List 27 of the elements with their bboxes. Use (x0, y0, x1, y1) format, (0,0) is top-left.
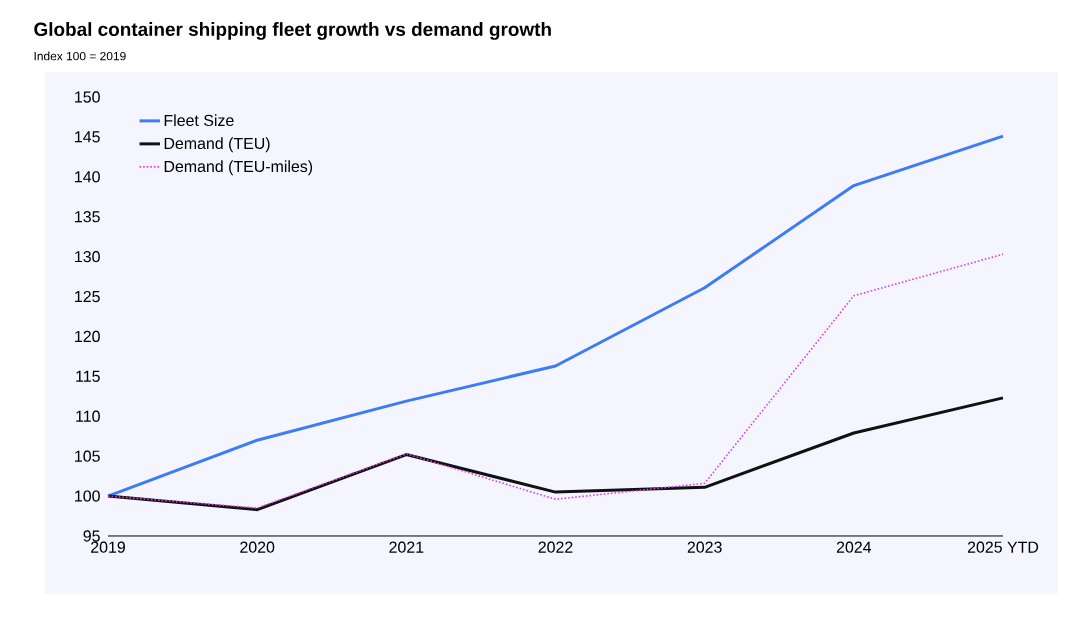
x-tick-label: 2023 (687, 541, 722, 553)
y-tick-label: 135 (75, 211, 100, 223)
line-series (107, 253, 1004, 509)
chart-subtitle: Index 100 = 2019 (34, 51, 126, 61)
y-tick-label: 115 (76, 370, 100, 382)
y-tick-label: 105 (75, 450, 100, 462)
y-tick-label: 100 (75, 490, 100, 502)
x-tick-label: 2025 YTD (967, 541, 1039, 553)
y-tick-label: 120 (75, 330, 100, 343)
legend-label: Demand (TEU) (164, 137, 270, 153)
legend-label: Demand (TEU-miles) (164, 160, 313, 176)
y-tick-label: 130 (75, 250, 100, 263)
y-tick-label: 140 (75, 171, 100, 183)
x-tick-label: 2022 (538, 541, 573, 553)
x-tick-label: 2020 (240, 541, 275, 553)
y-tick-label: 125 (75, 290, 100, 303)
y-tick-label: 95 (83, 530, 100, 542)
y-tick-label: 150 (75, 91, 100, 103)
x-tick-label: 2024 (836, 541, 872, 553)
legend-label: Fleet Size (164, 114, 234, 127)
x-tick-label: 2021 (389, 541, 424, 553)
line-series (106, 396, 1005, 512)
x-tick-label: 2019 (91, 541, 125, 553)
chart-title: Global container shipping fleet growth vs demand growth (34, 22, 551, 40)
y-tick-label: 110 (76, 410, 100, 422)
line-series (106, 134, 1005, 498)
y-tick-label: 145 (75, 131, 100, 143)
